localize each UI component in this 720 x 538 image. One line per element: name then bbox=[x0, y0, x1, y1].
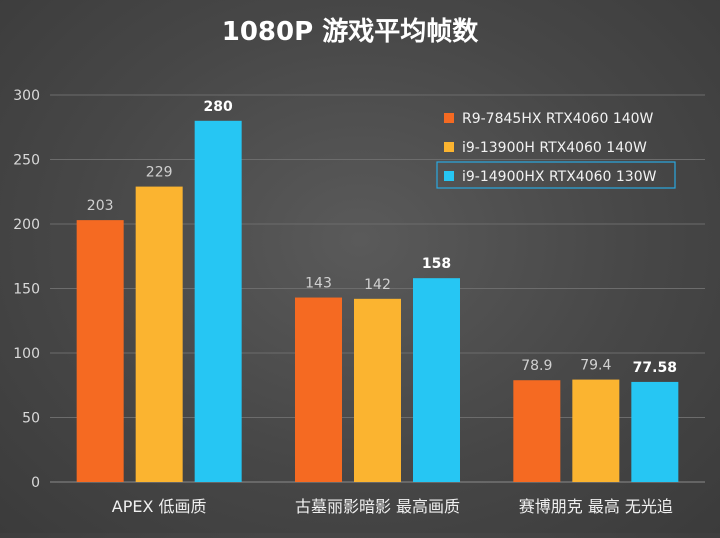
data-label: 158 bbox=[422, 256, 451, 272]
legend-label: R9-7845HX RTX4060 140W bbox=[462, 111, 654, 127]
y-tick-label: 0 bbox=[31, 475, 40, 491]
data-label: 280 bbox=[204, 99, 233, 115]
data-label: 78.9 bbox=[521, 358, 552, 374]
data-label: 229 bbox=[146, 165, 173, 181]
legend: R9-7845HX RTX4060 140W i9-13900H RTX4060 … bbox=[436, 111, 676, 189]
x-tick-label: 古墓丽影暗影 最高画质 bbox=[295, 497, 460, 516]
data-label: 77.58 bbox=[633, 360, 677, 376]
y-tick-label: 300 bbox=[13, 88, 40, 104]
bar bbox=[194, 120, 242, 483]
y-tick-label: 150 bbox=[13, 282, 40, 298]
bar bbox=[572, 379, 620, 482]
y-tick-label: 200 bbox=[13, 217, 40, 233]
legend-swatch bbox=[444, 171, 454, 181]
bar bbox=[354, 298, 401, 482]
legend-label: i9-13900H RTX4060 140W bbox=[462, 140, 647, 156]
bar bbox=[413, 278, 460, 482]
data-label: 142 bbox=[364, 277, 391, 293]
legend-label: i9-14900HX RTX4060 130W bbox=[462, 169, 657, 185]
bars: 203 229 280 143 142 158 78.9 79.4 77.58 bbox=[76, 99, 679, 483]
chart-title: 1080P 游戏平均帧数 bbox=[222, 17, 479, 47]
data-label: 143 bbox=[305, 276, 332, 292]
y-tick-label: 100 bbox=[13, 346, 40, 362]
bar bbox=[631, 381, 679, 482]
legend-swatch bbox=[444, 113, 454, 123]
bar bbox=[76, 220, 124, 482]
bar bbox=[295, 297, 342, 482]
x-axis-ticks: APEX 低画质 古墓丽影暗影 最高画质 赛博朋克 最高 无光追 bbox=[112, 497, 673, 516]
legend-highlight-box bbox=[436, 161, 676, 189]
data-label: 79.4 bbox=[580, 358, 611, 374]
y-axis-ticks: 0 50 100 150 200 250 300 bbox=[13, 88, 40, 491]
y-tick-label: 50 bbox=[22, 411, 40, 427]
bar bbox=[513, 380, 561, 482]
data-label: 203 bbox=[87, 198, 114, 214]
x-tick-label: APEX 低画质 bbox=[112, 497, 207, 516]
y-tick-label: 250 bbox=[13, 153, 40, 169]
bar bbox=[135, 186, 183, 482]
legend-swatch bbox=[444, 142, 454, 152]
x-tick-label: 赛博朋克 最高 无光追 bbox=[519, 497, 673, 516]
